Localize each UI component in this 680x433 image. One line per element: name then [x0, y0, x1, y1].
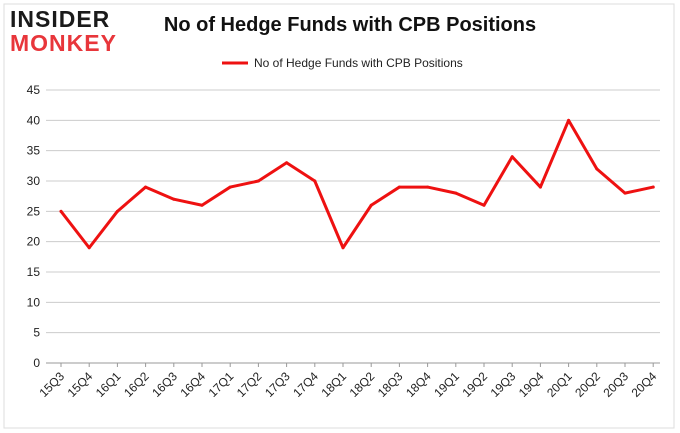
data-point [369, 203, 373, 207]
data-point [285, 161, 289, 165]
y-tick-label: 5 [33, 326, 40, 340]
x-tick-label: 15Q3 [36, 369, 67, 400]
data-point [200, 203, 204, 207]
x-tick-label: 15Q4 [65, 369, 96, 400]
data-point [397, 185, 401, 189]
x-tick-label: 16Q2 [121, 369, 152, 400]
data-point [87, 246, 91, 250]
data-point [144, 185, 148, 189]
x-axis-ticks: 15Q315Q416Q116Q216Q316Q417Q117Q217Q317Q4… [36, 363, 660, 400]
x-tick-label: 17Q3 [262, 369, 293, 400]
data-point [256, 179, 260, 183]
x-tick-label: 20Q2 [572, 369, 603, 400]
gridlines [46, 89, 660, 364]
x-tick-label: 17Q4 [290, 369, 321, 400]
chart-title: No of Hedge Funds with CPB Positions [163, 14, 537, 36]
data-point [59, 209, 63, 213]
series-polyline [59, 118, 655, 250]
data-point [172, 197, 176, 201]
x-tick-label: 20Q1 [544, 369, 575, 400]
logo-line1: INSIDER [10, 6, 111, 32]
y-tick-label: 45 [27, 83, 41, 97]
x-tick-label: 17Q2 [234, 369, 265, 400]
x-tick-label: 17Q1 [206, 369, 237, 400]
logo-line2: MONKEY [10, 30, 117, 56]
y-tick-label: 0 [33, 356, 40, 370]
data-point [454, 191, 458, 195]
insider-monkey-logo: INSIDER MONKEY [10, 6, 130, 56]
data-point [567, 118, 571, 122]
x-tick-label: 20Q4 [629, 369, 660, 400]
data-point [115, 209, 119, 213]
x-tick-label: 19Q4 [516, 369, 547, 400]
y-tick-label: 40 [27, 113, 41, 127]
x-tick-label: 18Q3 [375, 369, 406, 400]
x-tick-label: 16Q1 [93, 369, 124, 400]
data-point [313, 179, 317, 183]
x-tick-label: 18Q2 [347, 369, 378, 400]
data-point [510, 155, 514, 159]
y-tick-label: 30 [27, 174, 41, 188]
x-tick-label: 20Q3 [600, 369, 631, 400]
y-tick-label: 15 [27, 265, 41, 279]
chart-border [3, 3, 675, 429]
y-tick-label: 25 [27, 204, 41, 218]
legend-label: No of Hedge Funds with CPB Positions [254, 56, 463, 70]
data-point [341, 246, 345, 250]
x-tick-label: 16Q4 [177, 369, 208, 400]
x-tick-label: 19Q2 [459, 369, 490, 400]
data-point [538, 185, 542, 189]
x-tick-label: 16Q3 [149, 369, 180, 400]
y-tick-label: 10 [27, 295, 41, 309]
y-tick-label: 20 [27, 235, 41, 249]
legend: No of Hedge Funds with CPB Positions [222, 56, 463, 70]
data-point [623, 191, 627, 195]
data-point [228, 185, 232, 189]
data-point [595, 167, 599, 171]
data-point [482, 203, 486, 207]
x-tick-label: 18Q4 [403, 369, 434, 400]
x-tick-label: 19Q3 [488, 369, 519, 400]
data-point [426, 185, 430, 189]
data-point [651, 185, 655, 189]
y-axis-ticks: 0 5 10 15 20 25 30 35 40 45 [27, 83, 41, 370]
y-tick-label: 35 [27, 144, 41, 158]
x-tick-label: 18Q1 [318, 369, 349, 400]
series-line [59, 118, 655, 250]
x-tick-label: 19Q1 [431, 369, 462, 400]
